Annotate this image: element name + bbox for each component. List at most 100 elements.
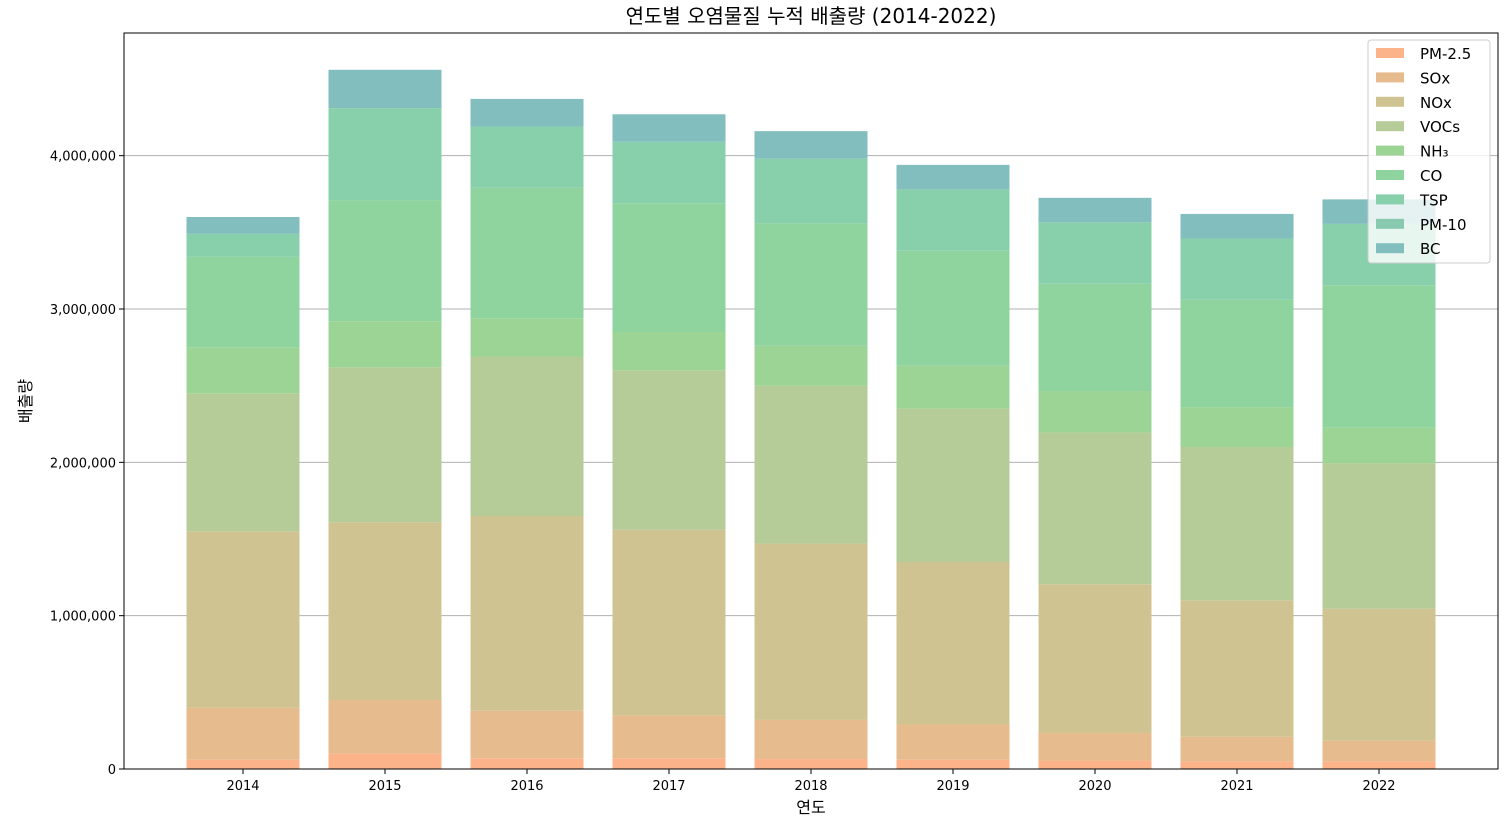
y-tick-label: 3,000,000	[50, 303, 116, 318]
bar-segment	[186, 759, 300, 769]
y-tick-label: 1,000,000	[50, 610, 116, 625]
bar-segment	[186, 707, 300, 760]
bar-segment	[1180, 761, 1294, 769]
chart-title: 연도별 오염물질 누적 배출량 (2014-2022)	[626, 4, 997, 28]
x-axis-ticks: 2014 2015 2016 2017 2018 2019 2020 2021 2022	[226, 769, 1396, 794]
bar-segment	[1180, 447, 1294, 601]
legend-label: TSP	[1419, 191, 1448, 209]
x-axis-label: 연도	[796, 798, 825, 817]
legend-swatch	[1376, 218, 1404, 229]
bar-segment	[470, 710, 584, 759]
bar-segment	[186, 256, 300, 348]
bar-segment	[754, 131, 868, 159]
bar-segment	[1180, 407, 1294, 447]
bar-segment	[1180, 238, 1294, 300]
x-tick-label: 2016	[510, 779, 543, 794]
legend-label: CO	[1420, 167, 1442, 185]
legend-label: SOx	[1420, 69, 1450, 87]
bar-segment	[1038, 283, 1152, 392]
bar-segment	[1322, 761, 1436, 769]
x-tick-label: 2017	[652, 779, 685, 794]
y-tick-label: 4,000,000	[50, 150, 116, 165]
bar-segment	[1038, 222, 1152, 284]
bar-segment	[754, 345, 868, 386]
x-tick-label: 2020	[1078, 779, 1111, 794]
bar-segment	[612, 529, 726, 716]
bar-segment	[1180, 299, 1294, 408]
bar-segment	[896, 759, 1010, 769]
bar-segment	[1180, 600, 1294, 737]
legend-swatch	[1376, 96, 1404, 107]
bar-segment	[470, 516, 584, 711]
x-tick-label: 2014	[226, 779, 259, 794]
legend-frame	[1367, 39, 1491, 264]
bar-segment	[1038, 732, 1152, 761]
legend-swatch	[1376, 72, 1404, 83]
bar-segment	[612, 141, 726, 204]
bar-segment	[1322, 463, 1436, 609]
bar-segment	[612, 715, 726, 759]
legend-label: VOCs	[1420, 118, 1460, 136]
bar-segment	[612, 370, 726, 530]
bar-segment	[186, 347, 300, 394]
bar-segment	[186, 393, 300, 532]
bar-segment	[328, 108, 442, 201]
legend-items: PM-2.5 SOx NOx VOCs NH₃ CO TSP PM-10 BC	[1376, 45, 1471, 258]
legend-swatch	[1376, 145, 1404, 156]
y-tick-label: 0	[108, 763, 116, 778]
legend-label: PM-2.5	[1420, 45, 1471, 63]
bar-segment	[1038, 584, 1152, 733]
bar-segment	[754, 759, 868, 769]
bar-segment	[470, 187, 584, 319]
bar-segment	[328, 522, 442, 700]
bar-segment	[612, 203, 726, 332]
legend-swatch	[1376, 194, 1404, 205]
legend-swatch	[1376, 48, 1404, 58]
bar-segment	[612, 332, 726, 371]
x-tick-label: 2018	[794, 779, 827, 794]
x-tick-label: 2019	[936, 779, 969, 794]
bar-segment	[328, 321, 442, 368]
x-tick-label: 2022	[1362, 779, 1395, 794]
bar-segment	[186, 233, 300, 257]
bar-segment	[328, 200, 442, 322]
bar-segment	[1038, 197, 1152, 223]
bars	[186, 69, 1436, 769]
bar-segment	[470, 98, 584, 127]
bar-segment	[1322, 608, 1436, 741]
bar-segment	[754, 385, 868, 544]
bar-segment	[1038, 391, 1152, 433]
bar-segment	[470, 758, 584, 769]
legend-label: PM-10	[1420, 216, 1467, 234]
bar-segment	[1180, 736, 1294, 762]
legend: PM-2.5 SOx NOx VOCs NH₃ CO TSP PM-10 BC	[1367, 39, 1491, 264]
bar-segment	[612, 758, 726, 769]
y-axis-label: 배출량	[16, 379, 35, 423]
bar-segment	[328, 753, 442, 769]
legend-label: NH₃	[1420, 143, 1449, 161]
legend-label: BC	[1420, 240, 1441, 258]
bar-segment	[754, 719, 868, 760]
bar-segment	[470, 356, 584, 516]
bar-segment	[754, 158, 868, 224]
legend-swatch	[1376, 170, 1404, 180]
bar-segment	[896, 365, 1010, 409]
bar-segment	[186, 217, 300, 234]
bar-segment	[896, 408, 1010, 562]
bar-segment	[896, 250, 1010, 366]
legend-swatch	[1376, 243, 1404, 254]
bar-segment	[328, 367, 442, 523]
x-tick-label: 2015	[368, 779, 401, 794]
bar-segment	[1038, 432, 1152, 585]
bar-segment	[896, 189, 1010, 251]
bar-segment	[328, 700, 442, 754]
bar-segment	[1322, 740, 1436, 762]
bar-segment	[1180, 213, 1294, 239]
bar-segment	[754, 543, 868, 720]
x-tick-label: 2021	[1220, 779, 1253, 794]
legend-label: NOx	[1420, 94, 1452, 112]
bar-segment	[896, 562, 1010, 725]
bar-segment	[1322, 285, 1436, 428]
bar-segment	[612, 114, 726, 142]
bar-segment	[1038, 760, 1152, 769]
